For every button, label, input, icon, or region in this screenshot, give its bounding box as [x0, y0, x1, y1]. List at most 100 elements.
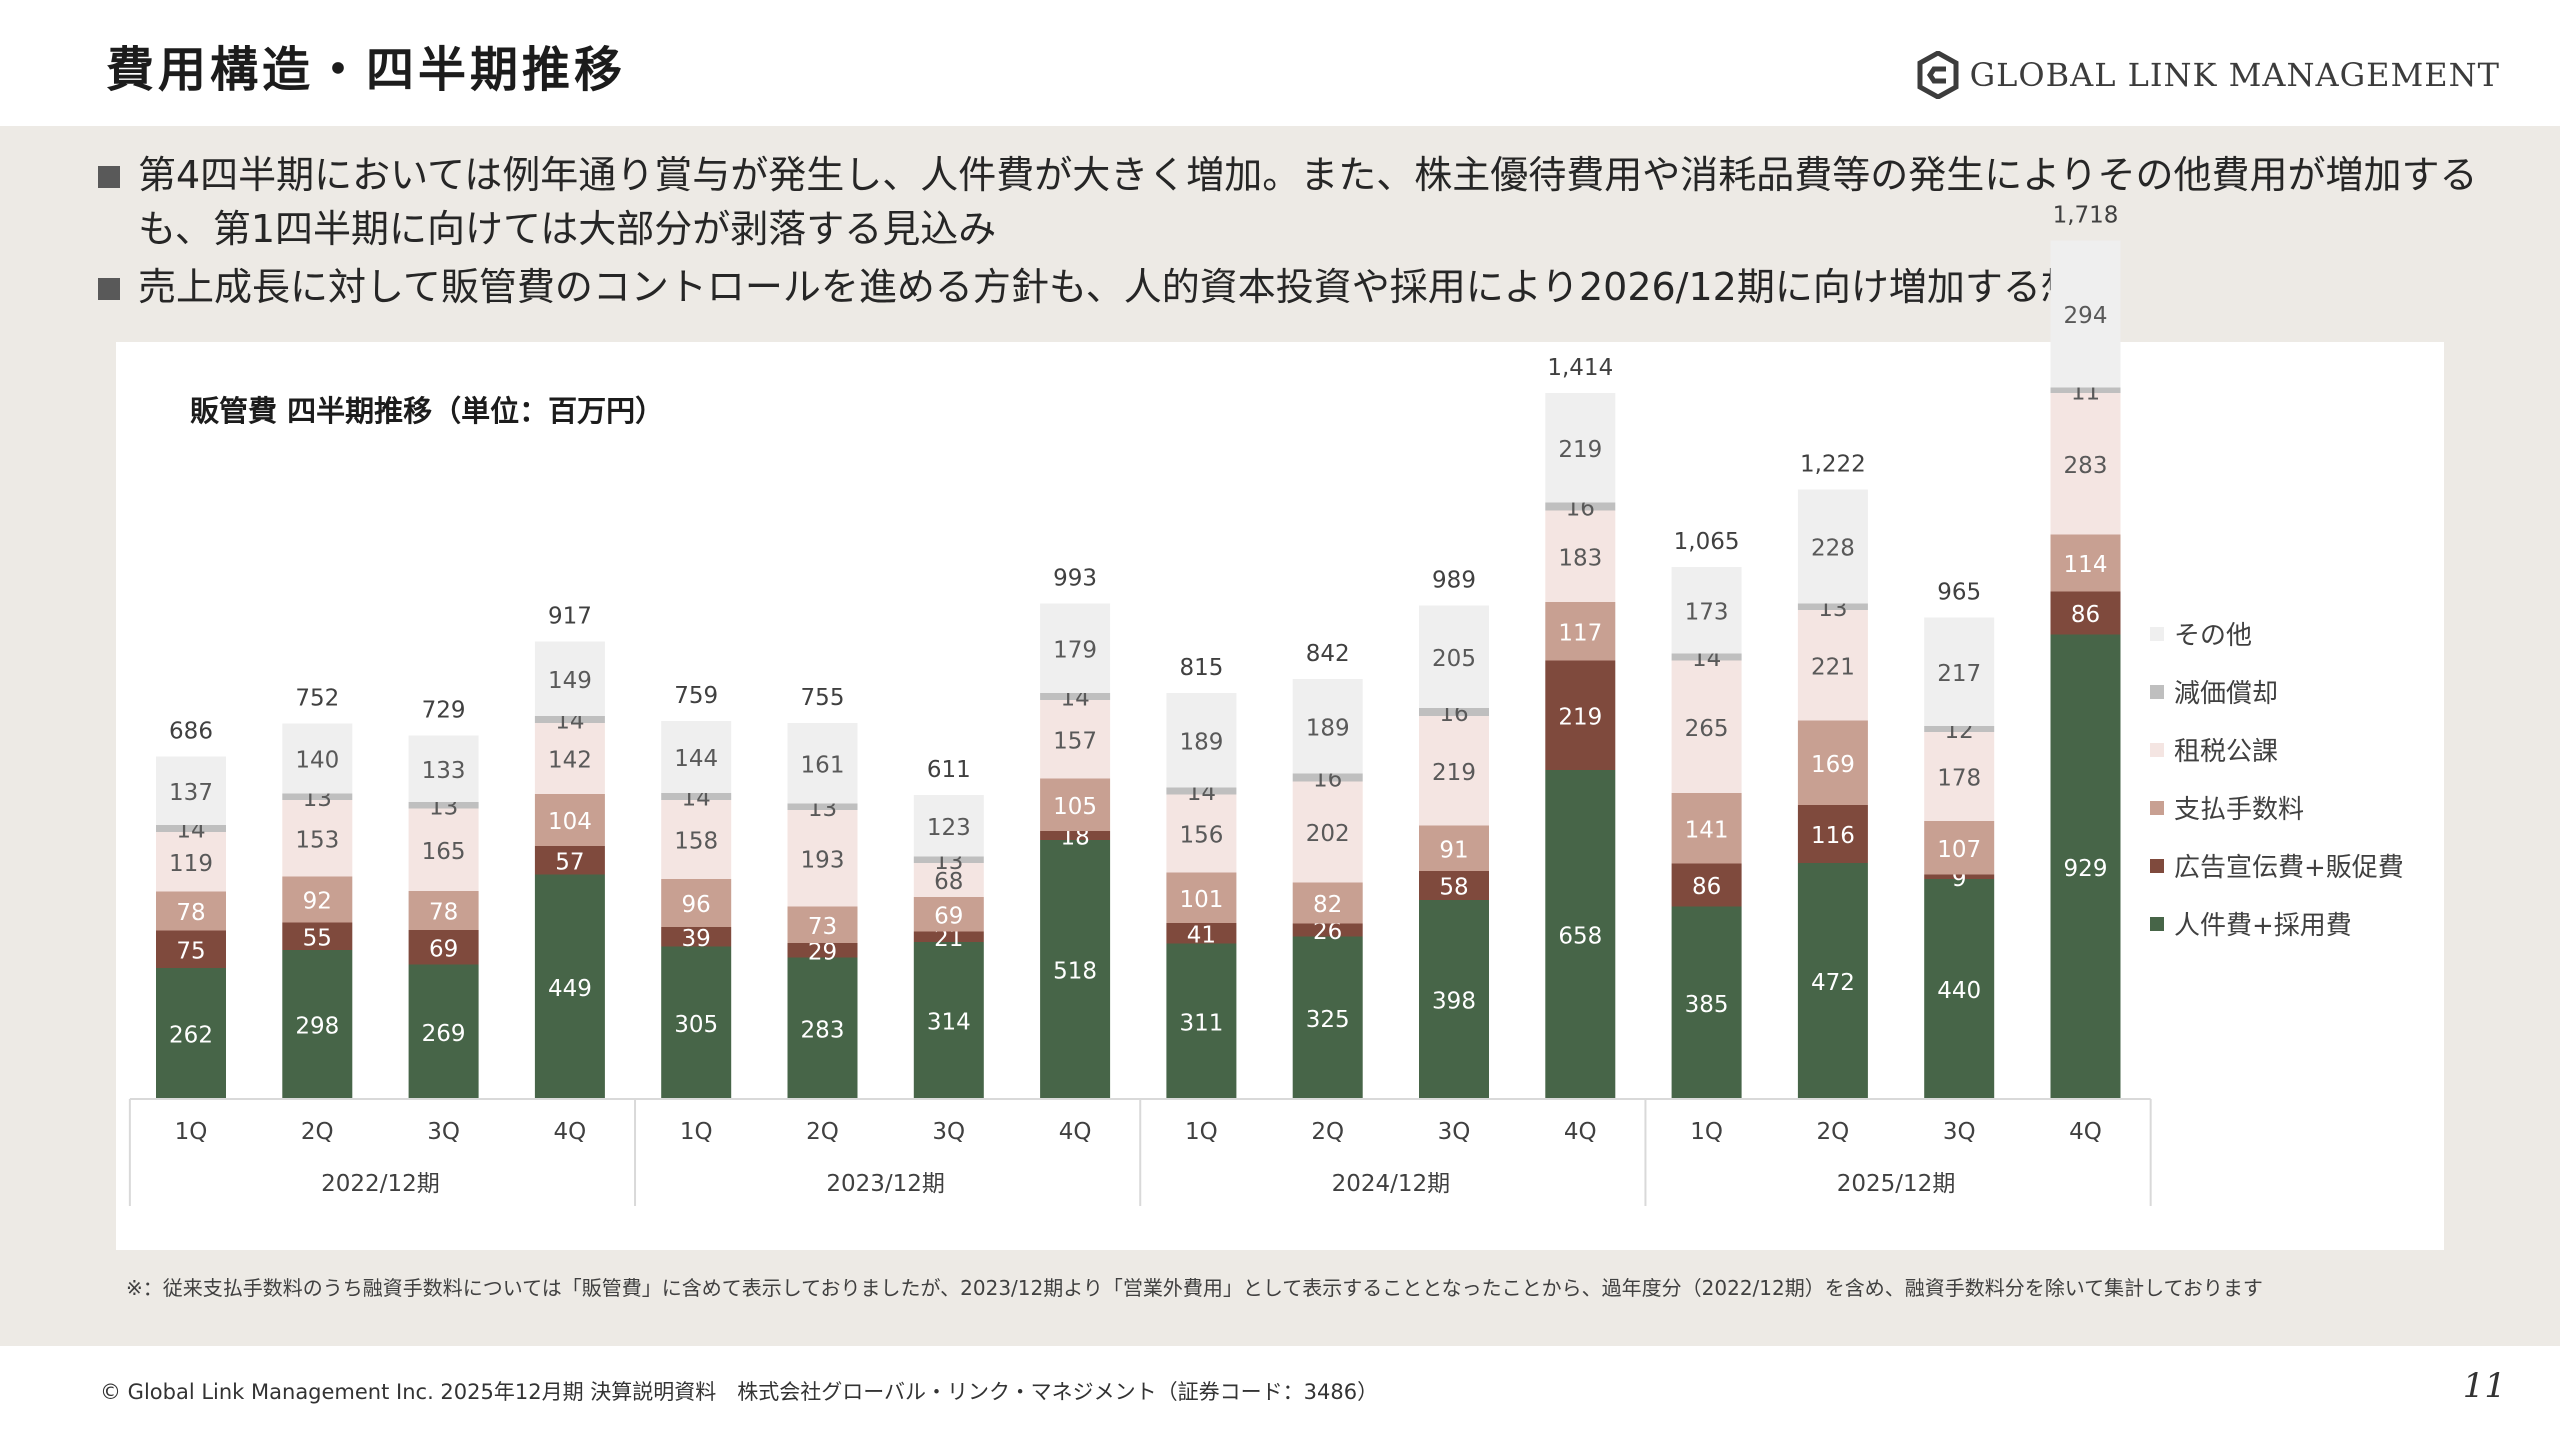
data-label: 119: [169, 851, 213, 877]
data-label: 157: [1053, 728, 1097, 754]
data-label: 149: [548, 668, 592, 694]
data-label: 311: [1179, 1010, 1223, 1036]
legend-swatch: [2150, 859, 2164, 873]
bar-segment: [661, 721, 732, 793]
bar-segment: [787, 957, 858, 1099]
data-label: 57: [555, 849, 584, 875]
logo-mark-icon: [1917, 51, 1959, 99]
bar-segment: [408, 735, 479, 802]
bar-segment: [1797, 489, 1868, 604]
data-label: 219: [1432, 760, 1476, 786]
data-label: 179: [1053, 637, 1097, 663]
data-label: 68: [934, 869, 963, 895]
x-tick-label: 3Q: [427, 1119, 460, 1145]
legend-swatch: [2150, 743, 2164, 757]
bullet-item: 売上成長に対して販管費のコントロールを進める方針も、人的資本投資や採用により20…: [96, 260, 2496, 314]
bar-segment: [1545, 393, 1616, 503]
data-label: 398: [1432, 989, 1476, 1015]
data-label: 82: [1313, 892, 1342, 918]
bar-segment: [913, 942, 984, 1099]
bar-segment: [1545, 660, 1616, 770]
bar-segment: [1545, 770, 1616, 1099]
bar-segment: [408, 891, 479, 930]
bar-segment: [1797, 610, 1868, 721]
x-tick-label: 2Q: [301, 1119, 334, 1145]
bar-segment: [787, 810, 858, 907]
data-label: 298: [295, 1014, 339, 1040]
total-label: 1,414: [1547, 355, 1613, 381]
x-tick-label: 2Q: [806, 1119, 839, 1145]
data-label: 205: [1432, 646, 1476, 672]
legend-swatch: [2150, 685, 2164, 699]
data-label: 178: [1937, 766, 1981, 792]
bar-segment: [913, 897, 984, 932]
legend-label: 租税公課: [2174, 737, 2278, 767]
bar-segment: [661, 793, 732, 800]
data-label: 69: [934, 903, 963, 929]
bar-segment: [156, 825, 226, 832]
data-label: 39: [682, 926, 711, 952]
bar-segment: [1671, 653, 1742, 661]
data-label: 305: [674, 1012, 718, 1038]
total-label: 759: [674, 683, 718, 709]
x-tick-label: 3Q: [1438, 1119, 1471, 1145]
total-label: 752: [295, 686, 339, 712]
bar-segment: [1924, 821, 1995, 875]
bar-segment: [1292, 882, 1363, 924]
total-label: 993: [1053, 566, 1097, 592]
footnote: ※：従来支払手数料のうち融資手数料については「販管費」に含めて表示しておりました…: [126, 1276, 2263, 1300]
x-tick-label: 4Q: [2069, 1119, 2102, 1145]
bar-segment: [1419, 871, 1489, 900]
data-label: 78: [176, 900, 205, 926]
bar-segment: [1797, 863, 1868, 1099]
bar-segment: [282, 922, 353, 950]
data-label: 92: [303, 889, 332, 915]
data-label: 116: [1811, 823, 1855, 849]
bar-segment: [1671, 906, 1742, 1099]
footer-copyright: © Global Link Management Inc. 2025年12月期 …: [100, 1380, 1379, 1404]
bar-segment: [282, 793, 353, 800]
legend-label: 人件費+採用費: [2174, 911, 2352, 941]
logo-text: GLOBAL LINK MANAGEMENT: [1969, 56, 2500, 94]
data-label: 133: [422, 758, 466, 784]
data-label: 161: [801, 752, 845, 778]
bar-segment: [1166, 872, 1237, 923]
total-label: 1,065: [1674, 529, 1740, 555]
data-label: 173: [1685, 599, 1729, 625]
x-group-label: 2024/12期: [1332, 1171, 1451, 1197]
data-label: 55: [303, 925, 332, 951]
bar-segment: [1545, 502, 1616, 511]
bar-segment: [2050, 393, 2121, 535]
data-label: 314: [927, 1010, 971, 1036]
data-label: 69: [429, 936, 458, 962]
bar-segment: [2050, 591, 2121, 635]
data-label: 91: [1439, 837, 1468, 863]
bullet-list: 第4四半期においては例年通り賞与が発生し、人件費が大きく増加。また、株主優待費用…: [96, 148, 2496, 314]
bar-segment: [1671, 863, 1742, 907]
bar-segment: [156, 832, 226, 892]
data-label: 86: [2071, 602, 2100, 628]
data-label: 294: [2064, 303, 2108, 329]
bar-segment: [1671, 793, 1742, 864]
total-label: 1,222: [1800, 452, 1866, 478]
data-label: 142: [548, 748, 592, 774]
data-label: 165: [422, 839, 466, 865]
bar-segment: [787, 943, 858, 958]
data-label: 202: [1306, 821, 1350, 847]
data-label: 86: [1692, 874, 1721, 900]
data-label: 41: [1187, 922, 1216, 948]
data-label: 158: [674, 829, 718, 855]
bullet-text: 売上成長に対して販管費のコントロールを進める方針も、人的資本投資や採用により20…: [138, 265, 2117, 309]
bullet-square-icon: [98, 278, 120, 300]
bar-segment: [661, 946, 732, 1099]
bar-segment: [913, 856, 984, 863]
legend-swatch: [2150, 917, 2164, 931]
data-label: 144: [674, 746, 718, 772]
total-label: 965: [1937, 580, 1981, 606]
bar-segment: [1419, 716, 1489, 826]
legend-swatch: [2150, 627, 2164, 641]
bar-segment: [1040, 840, 1111, 1099]
total-label: 755: [801, 685, 845, 711]
bar-segment: [1924, 874, 1995, 879]
